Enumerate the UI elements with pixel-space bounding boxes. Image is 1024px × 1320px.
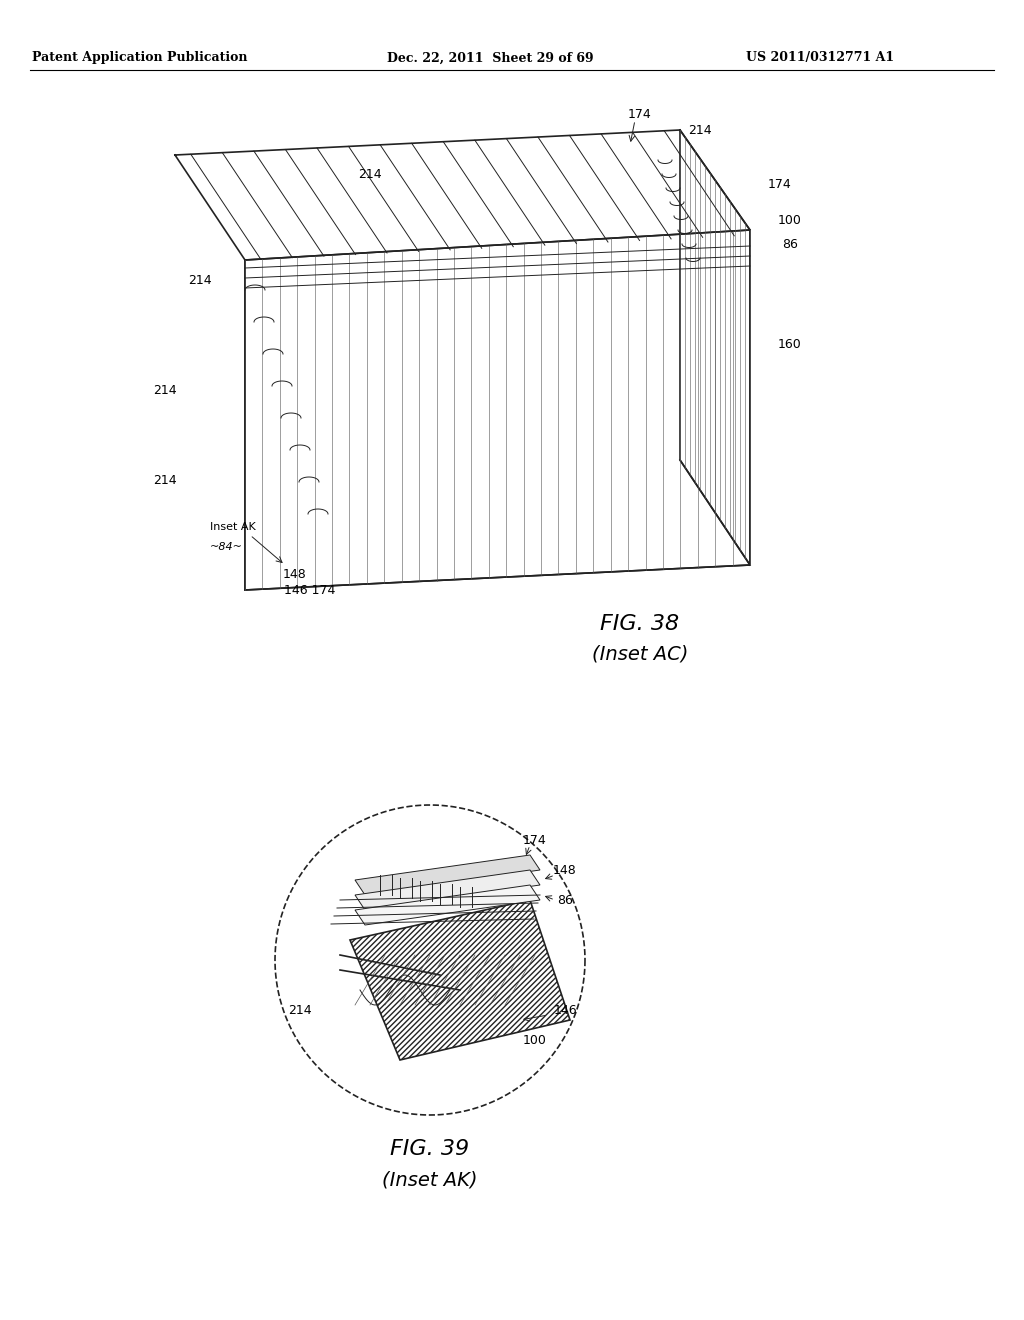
Text: (Inset AC): (Inset AC) (592, 645, 688, 664)
Polygon shape (355, 870, 540, 909)
Text: 174: 174 (523, 833, 547, 846)
Text: FIG. 39: FIG. 39 (390, 1139, 470, 1159)
Text: ~84~: ~84~ (210, 543, 243, 552)
Text: 86: 86 (782, 239, 798, 252)
Text: 214: 214 (154, 474, 177, 487)
Text: FIG. 38: FIG. 38 (600, 614, 680, 634)
Text: (Inset AK): (Inset AK) (382, 1170, 478, 1189)
Text: 214: 214 (188, 273, 212, 286)
Text: 86: 86 (557, 894, 573, 907)
Text: 146: 146 (553, 1003, 577, 1016)
Text: 214: 214 (154, 384, 177, 396)
Text: 100: 100 (523, 1034, 547, 1047)
Polygon shape (355, 884, 540, 925)
Text: 174: 174 (768, 178, 792, 191)
Text: Inset AK: Inset AK (210, 521, 256, 532)
Polygon shape (355, 855, 540, 895)
Text: 148: 148 (283, 569, 307, 582)
Text: 100: 100 (778, 214, 802, 227)
Text: US 2011/0312771 A1: US 2011/0312771 A1 (745, 51, 894, 65)
Text: 160: 160 (778, 338, 802, 351)
Text: 214: 214 (288, 1003, 312, 1016)
Text: 146 174: 146 174 (285, 583, 336, 597)
Text: Patent Application Publication: Patent Application Publication (32, 51, 248, 65)
Text: 214: 214 (358, 169, 382, 181)
Text: Dec. 22, 2011  Sheet 29 of 69: Dec. 22, 2011 Sheet 29 of 69 (387, 51, 593, 65)
Text: 148: 148 (553, 863, 577, 876)
Text: 174: 174 (628, 108, 652, 121)
Text: 214: 214 (688, 124, 712, 136)
